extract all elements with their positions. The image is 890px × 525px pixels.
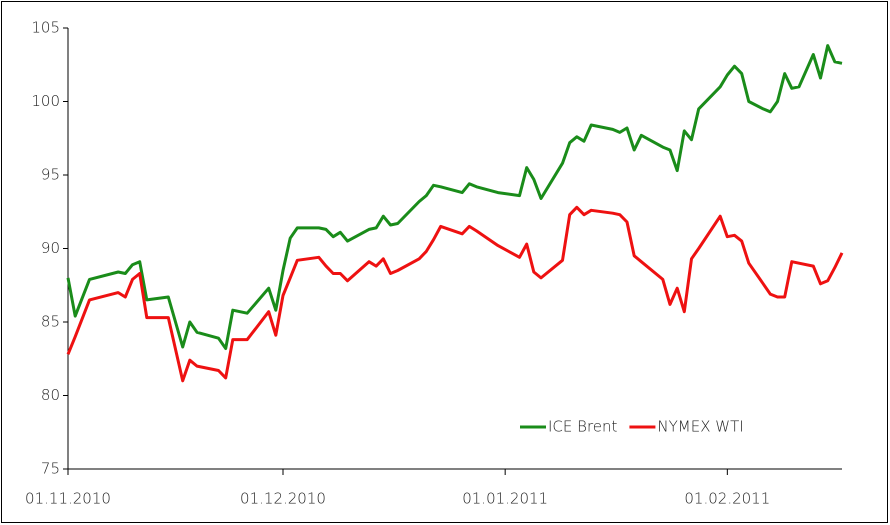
- y-tick-label: 80: [41, 386, 60, 404]
- y-tick-label: 85: [41, 313, 60, 331]
- x-tick-label: 01.11.2010: [25, 490, 111, 508]
- legend-label: NYMEX WTI: [657, 418, 743, 436]
- legend-label: ICE Brent: [548, 418, 618, 436]
- x-tick-label: 01.02.2011: [684, 490, 770, 508]
- y-tick-label: 100: [31, 92, 60, 110]
- x-tick-label: 01.01.2011: [462, 490, 548, 508]
- x-tick-label: 01.12.2010: [240, 490, 326, 508]
- y-tick-label: 90: [41, 239, 60, 257]
- y-tick-label: 105: [31, 19, 60, 37]
- series-line: [66, 44, 843, 350]
- series-line: [66, 205, 844, 383]
- y-tick-label: 75: [41, 460, 60, 478]
- y-tick-label: 95: [41, 166, 60, 184]
